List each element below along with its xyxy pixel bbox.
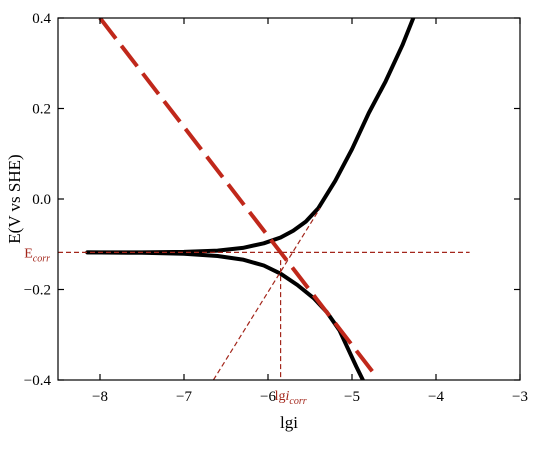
plot-frame	[57, 17, 521, 381]
series-anodic-tafel-extrapolation	[212, 207, 321, 380]
x-tick-label: −8	[92, 389, 108, 405]
y-axis-title: E(V vs SHE)	[5, 154, 24, 243]
e-corr-label: Ecorr	[24, 246, 50, 264]
series-measured-cathodic-branch	[85, 250, 365, 380]
series-measured-anodic-branch	[85, 18, 416, 255]
y-tick-label: 0.4	[32, 11, 51, 27]
series-layer	[58, 18, 470, 380]
y-tick-label: 0.2	[32, 102, 51, 118]
y-tick-label: −0.2	[24, 283, 51, 299]
annotation-layer: Ecorr lgicorr	[24, 246, 307, 407]
y-tick-label: 0.0	[32, 192, 51, 208]
ticks-layer: −8 −7 −6 −5 −4 −3 −0.4 −0.2 0.0 0.2 0.4	[24, 11, 528, 405]
x-tick-label: −7	[176, 389, 192, 405]
x-tick-label: −3	[512, 389, 528, 405]
y-tick-label: −0.4	[24, 373, 52, 389]
lgi-corr-label: lgicorr	[275, 389, 307, 407]
x-axis-title: lgi	[280, 413, 298, 432]
x-tick-label: −6	[260, 389, 276, 405]
x-tick-label: −4	[428, 389, 444, 405]
x-tick-label: −5	[344, 389, 360, 405]
series-cathodic-tafel-extrapolation	[98, 18, 378, 377]
